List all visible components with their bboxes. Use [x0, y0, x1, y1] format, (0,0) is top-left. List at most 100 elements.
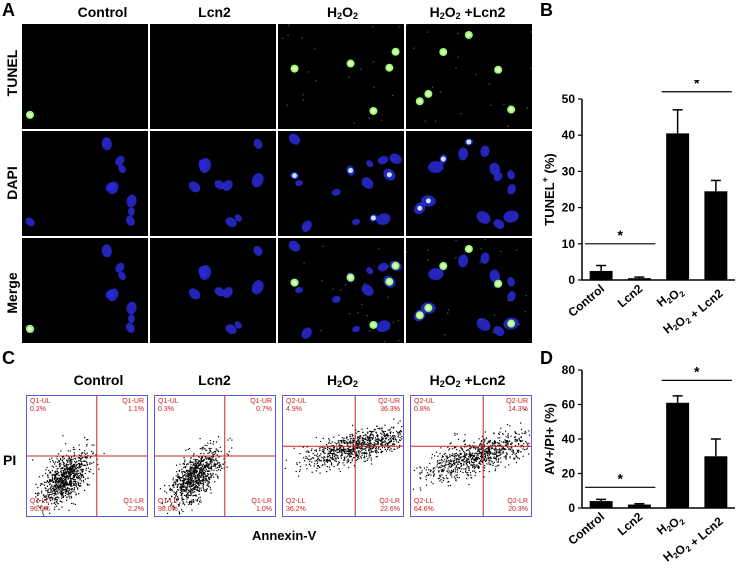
y-tick-label: 60 — [562, 398, 576, 412]
micrograph-dapi-h2o2 — [278, 131, 404, 236]
quadrant-ul-name: Q2-UL — [286, 398, 307, 405]
y-tick-label: 0 — [568, 273, 575, 287]
quadrant-ul-name: Q1-UL — [158, 398, 179, 405]
category-label-2: H2O2 — [654, 509, 687, 541]
flow-plot-control: Q1-UL 0.2% Q1-UR 1.1% Q1-LL 96.6% Q1-LR 2.2% — [26, 395, 148, 517]
bar-2 — [666, 402, 690, 508]
quadrant-ul-value: 0.8% — [414, 406, 430, 413]
quadrant-ll-value: 64.6% — [414, 506, 434, 513]
quadrant-ll-name: Q1-LL — [158, 498, 178, 505]
y-axis-label: TUNEL+ (%) — [540, 153, 557, 225]
micrograph-merge-lcn2 — [150, 238, 276, 343]
quadrant-lr-name: Q1-LR — [123, 498, 144, 505]
micrograph-tunel-h2o2-lcn2 — [406, 24, 532, 129]
y-tick-label: 10 — [562, 237, 576, 251]
significance-star-0: * — [618, 227, 624, 243]
flow-plot-h2o2: Q2-UL 4.9% Q2-UR 36.3% Q2-LL 36.2% Q2-LR 22.6% — [282, 395, 404, 517]
row-label-tunel: TUNEL — [4, 49, 20, 97]
quadrant-lr-value: 22.6% — [380, 506, 400, 513]
quadrant-ur-value: 0.7% — [256, 406, 272, 413]
flow-plot-lcn2: Q1-UL 0.3% Q1-UR 0.7% Q1-LL 98.0% Q1-LR 1.0% — [154, 395, 276, 517]
bar-3 — [704, 456, 728, 508]
micrograph-grid — [22, 24, 534, 346]
quadrant-ll-value: 36.2% — [286, 506, 306, 513]
micrograph-tunel-control — [22, 24, 148, 129]
flow-plot-h2o2-lcn2: Q2-UL 0.8% Q2-UR 14.3% Q2-LL 64.6% Q2-LR 20.3% — [410, 395, 532, 517]
row-label-merge: Merge — [4, 272, 20, 314]
quadrant-ur-name: Q1-UR — [122, 398, 144, 405]
flow-header-h2o2-lcn2: H2O2 +Lcn2 — [429, 372, 506, 389]
quadrant-ul-value: 4.9% — [286, 406, 302, 413]
y-tick-label: 80 — [562, 363, 576, 377]
panel-label-d: D — [540, 348, 553, 368]
quadrant-ul-name: Q2-UL — [414, 398, 435, 405]
quadrant-ll-name: Q1-LL — [30, 498, 50, 505]
category-label-1: Lcn2 — [615, 281, 646, 310]
y-tick-label: 20 — [562, 201, 576, 215]
micrograph-dapi-control — [22, 131, 148, 236]
y-tick-label: 50 — [562, 92, 576, 106]
quadrant-ul-value: 0.2% — [30, 406, 46, 413]
micrograph-tunel-lcn2 — [150, 24, 276, 129]
flow-header-lcn2: Lcn2 — [198, 372, 231, 388]
micrograph-merge-control — [22, 238, 148, 343]
col-header-lcn2: Lcn2 — [198, 4, 231, 20]
significance-star-1: * — [694, 363, 700, 379]
flow-ylabel: PI — [3, 452, 17, 468]
bar-2 — [666, 133, 690, 280]
quadrant-ul-name: Q1-UL — [30, 398, 51, 405]
bar-0 — [589, 501, 613, 508]
category-label-1: Lcn2 — [615, 509, 646, 538]
y-tick-label: 0 — [568, 501, 575, 515]
y-tick-label: 40 — [562, 432, 576, 446]
y-tick-label: 40 — [562, 128, 576, 142]
quadrant-ll-name: Q2-LL — [286, 498, 306, 505]
quadrant-lr-value: 2.2% — [128, 506, 144, 513]
flow-header-h2o2: H2O2 — [326, 372, 359, 389]
micrograph-dapi-lcn2 — [150, 131, 276, 236]
significance-star-1: * — [694, 80, 700, 91]
quadrant-lr-value: 1.0% — [256, 506, 272, 513]
category-label-2: H2O2 — [654, 281, 687, 313]
col-header-h2o2: H2O2 — [326, 4, 359, 21]
quadrant-lr-name: Q2-LR — [379, 498, 400, 505]
panel-label-c: C — [2, 348, 15, 368]
col-header-h2o2-lcn2: H2O2 +Lcn2 — [429, 4, 506, 21]
quadrant-ur-name: Q1-UR — [250, 398, 272, 405]
quadrant-ll-name: Q2-LL — [414, 498, 434, 505]
row-label-dapi: DAPI — [4, 166, 20, 200]
quadrant-ll-value: 96.6% — [30, 506, 50, 513]
quadrant-ur-value: 1.1% — [128, 406, 144, 413]
significance-star-0: * — [618, 470, 624, 486]
quadrant-lr-value: 20.3% — [508, 506, 528, 513]
flow-header-control: Control — [73, 372, 124, 388]
y-axis-label: AV+/PI+ (%) — [542, 403, 557, 475]
flow-cytometry-grid: Q1-UL 0.2% Q1-UR 1.1% Q1-LL 96.6% Q1-LR 2.2% Q1-… — [22, 395, 534, 525]
quadrant-lr-name: Q2-LR — [507, 498, 528, 505]
micrograph-merge-h2o2 — [278, 238, 404, 343]
quadrant-ll-value: 98.0% — [158, 506, 178, 513]
col-header-control: Control — [77, 4, 128, 20]
micrograph-dapi-h2o2-lcn2 — [406, 131, 532, 236]
panel-label-a: A — [2, 0, 15, 20]
bar-0 — [589, 270, 613, 280]
bar-1 — [627, 504, 651, 508]
bar-3 — [704, 191, 728, 280]
bar-1 — [627, 278, 651, 280]
category-label-0: Control — [565, 282, 607, 320]
y-tick-label: 20 — [562, 467, 576, 481]
micrograph-tunel-h2o2 — [278, 24, 404, 129]
panel-label-b: B — [540, 0, 553, 20]
quadrant-lr-name: Q1-LR — [251, 498, 272, 505]
quadrant-ur-value: 36.3% — [380, 406, 400, 413]
quadrant-ur-value: 14.3% — [508, 406, 528, 413]
quadrant-ul-value: 0.3% — [158, 406, 174, 413]
y-tick-label: 30 — [562, 164, 576, 178]
category-label-0: Control — [565, 510, 607, 548]
quadrant-ur-name: Q2-UR — [378, 398, 400, 405]
flow-xlabel: Annexin-V — [252, 528, 317, 543]
micrograph-merge-h2o2-lcn2 — [406, 238, 532, 343]
quadrant-ur-name: Q2-UR — [506, 398, 528, 405]
